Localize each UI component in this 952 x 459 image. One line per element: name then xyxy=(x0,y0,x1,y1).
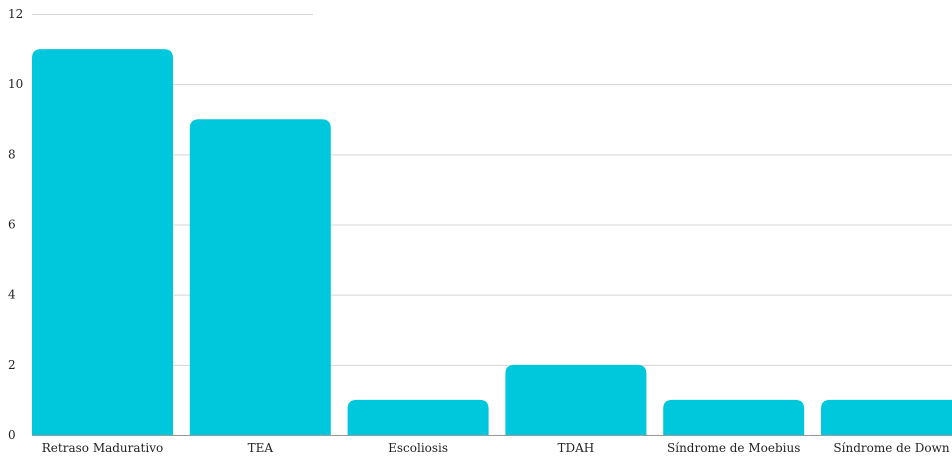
y-tick-label: 12 xyxy=(8,7,23,21)
x-category-label: TDAH xyxy=(558,441,595,455)
bar-s-ndrome-de-down xyxy=(821,399,952,435)
y-tick-label: 4 xyxy=(8,288,16,302)
x-axis-labels: Retraso Madurativo TEA Escoliosis TDAH Síndr… xyxy=(42,441,950,455)
y-tick-label: 6 xyxy=(8,218,16,232)
x-category-label: Síndrome de Moebius xyxy=(667,441,800,455)
bars xyxy=(32,49,952,435)
bar-s-ndrome-de-moebius xyxy=(663,399,805,435)
y-tick-label: 8 xyxy=(8,147,16,161)
x-category-label: TEA xyxy=(248,441,274,455)
bar-tea xyxy=(189,119,331,435)
x-category-label: Escoliosis xyxy=(388,441,448,455)
y-axis-ticks: 0 2 4 6 8 10 12 xyxy=(8,7,23,442)
x-category-label: Retraso Madurativo xyxy=(42,441,163,455)
y-tick-label: 2 xyxy=(8,358,16,372)
bar-retraso-madurativo xyxy=(32,49,173,435)
y-tick-label: 10 xyxy=(8,77,23,91)
grid-lines xyxy=(32,14,952,436)
bar-tdah xyxy=(505,364,647,435)
bar-escoliosis xyxy=(347,399,489,435)
y-tick-label: 0 xyxy=(8,428,16,442)
x-category-label: Síndrome de Down xyxy=(833,441,949,455)
